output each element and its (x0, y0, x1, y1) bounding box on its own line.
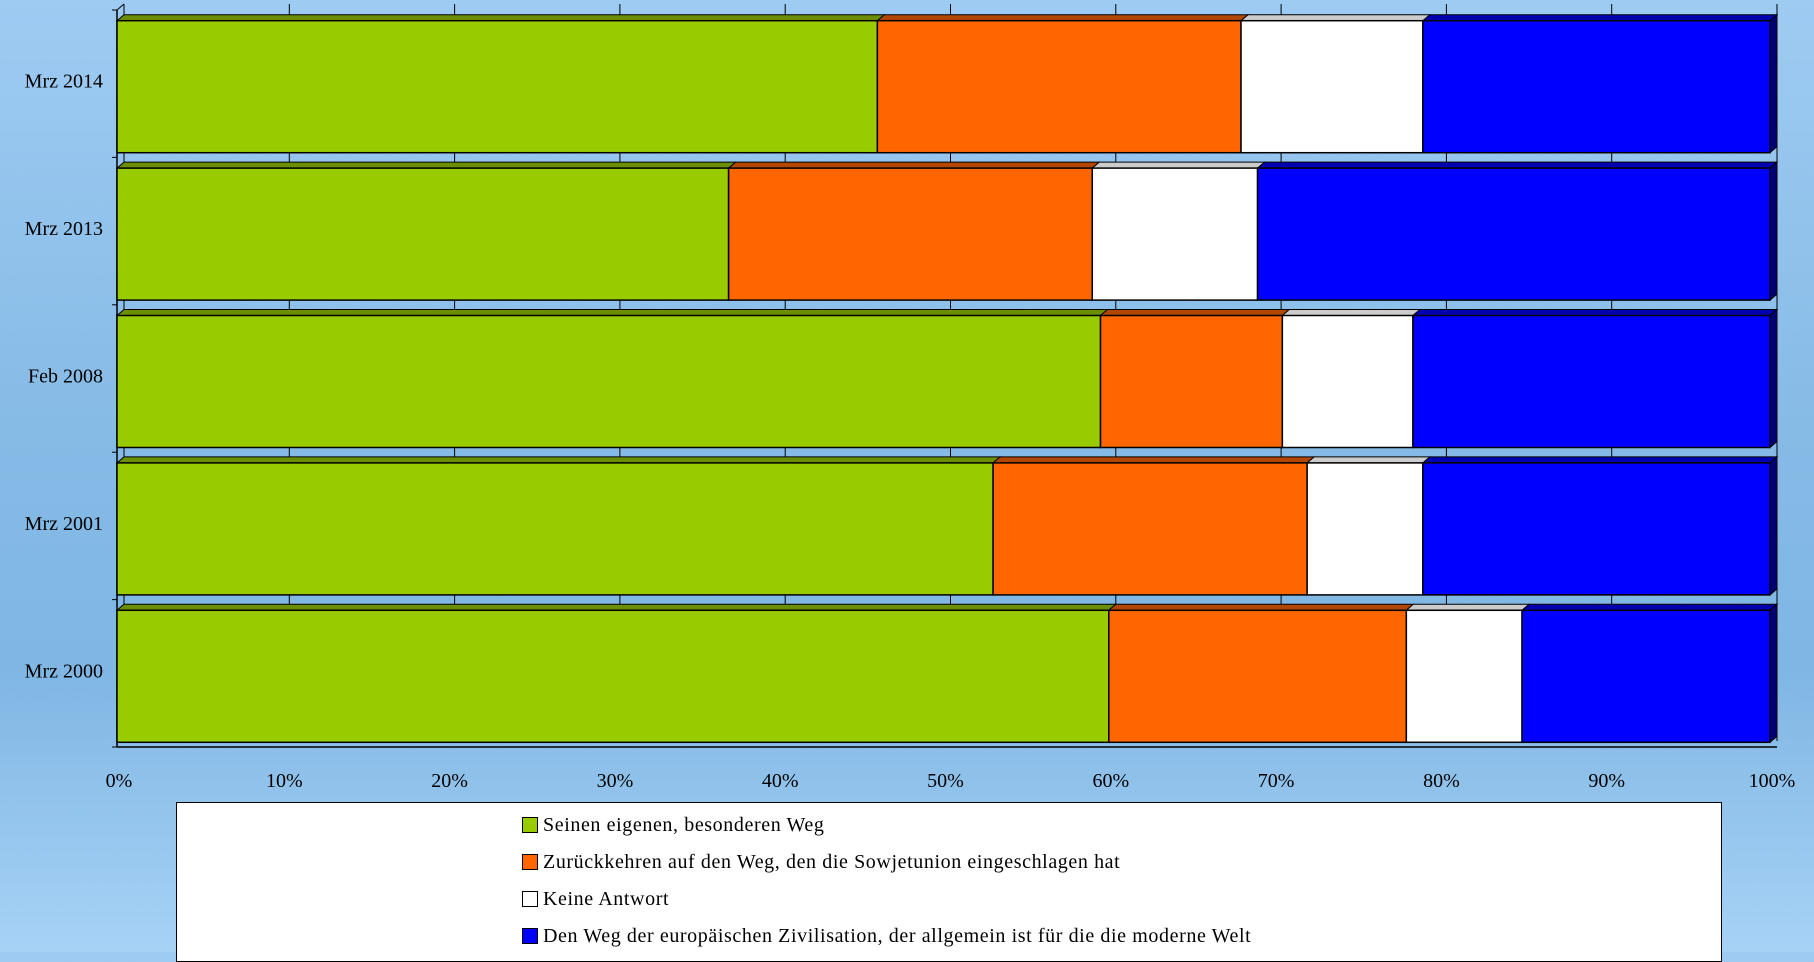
legend-swatch (522, 854, 538, 870)
legend-item: Seinen eigenen, besonderen Weg (522, 813, 825, 837)
bar-segment (1108, 609, 1408, 744)
bar-segment-top (1281, 309, 1422, 316)
bar-segment (1240, 19, 1424, 154)
bars (115, 13, 1779, 744)
legend-swatch (522, 928, 538, 944)
bar-segment (1412, 314, 1771, 449)
bar-segment-top (115, 14, 886, 22)
category-label: Mrz 2014 (25, 71, 103, 93)
bar-segment (1405, 609, 1523, 744)
legend-item: Den Weg der europäischen Zivilisation, d… (522, 924, 1251, 948)
bar-segment (116, 314, 1102, 449)
bar-segment-top (1090, 161, 1266, 169)
bar-segment (116, 19, 879, 154)
x-tick-label: 100% (1749, 770, 1796, 792)
bar-side (1769, 455, 1778, 596)
x-tick-label: 70% (1258, 770, 1295, 792)
bar-segment-top (115, 456, 1002, 464)
legend-label: Den Weg der europäischen Zivilisation, d… (543, 924, 1252, 947)
category-label: Feb 2008 (28, 366, 103, 388)
bar-segment (116, 167, 730, 301)
legend-label: Zurückkehren auf den Weg, den die Sowjet… (543, 850, 1121, 873)
x-tick-label: 30% (597, 770, 634, 792)
bar-side (1769, 13, 1778, 154)
legend-item: Zurückkehren auf den Weg, den die Sowjet… (522, 850, 1120, 874)
bar-segment-top (1305, 456, 1432, 464)
bar-segment-top (1404, 603, 1531, 611)
legend-label: Seinen eigenen, besonderen Weg (543, 813, 825, 836)
x-tick-label: 90% (1588, 770, 1625, 792)
y-axis-depth (116, 3, 125, 11)
bar-segment (1422, 19, 1771, 154)
bar-segment (876, 19, 1242, 154)
bar-segment-top (876, 14, 1250, 22)
bar-side (1769, 603, 1778, 744)
bar-segment-top (1107, 603, 1415, 611)
legend-label: Keine Antwort (543, 887, 670, 910)
bar-segment-top (1099, 309, 1291, 316)
x-tick-label: 50% (927, 770, 964, 792)
bar-segment (1306, 462, 1424, 596)
bar-segment-top (1256, 161, 1779, 169)
bar-segment-top (115, 603, 1118, 611)
bar-segment-top (115, 161, 737, 169)
bar-segment-top (1421, 14, 1779, 22)
x-tick-label: 60% (1092, 770, 1129, 792)
bar-segment (1091, 167, 1259, 301)
bar-segment-top (727, 161, 1101, 169)
bar-segment-top (115, 309, 1109, 316)
bar-segment (992, 462, 1308, 596)
x-tick-label: 40% (762, 770, 799, 792)
bar-segment (116, 609, 1110, 744)
legend: Seinen eigenen, besonderen Weg Zurückkeh… (176, 802, 1722, 962)
bar-segment (1281, 314, 1414, 449)
legend-item: Keine Antwort (522, 887, 669, 911)
bar-side (1769, 308, 1778, 449)
bar-segment (116, 462, 994, 596)
bar-segment-top (1411, 309, 1779, 316)
bar-segment (1521, 609, 1771, 744)
category-label: Mrz 2001 (25, 513, 103, 535)
bar-segment (1099, 314, 1284, 449)
category-label: Mrz 2013 (25, 218, 103, 240)
bar-segment-top (991, 456, 1316, 464)
legend-swatch (522, 817, 538, 833)
bar-segment (1256, 167, 1771, 301)
bar-segment (1422, 462, 1771, 596)
bar-segment-top (1421, 456, 1779, 464)
axis-labels: Mrz 2014 Mrz 2013 Feb 2008 Mrz 2001 Mrz 2000… (25, 71, 1796, 792)
category-label: Mrz 2000 (25, 660, 103, 682)
x-tick-label: 20% (431, 770, 468, 792)
legend-swatch (522, 891, 538, 907)
bar-side (1769, 161, 1778, 302)
bar-segment (727, 167, 1094, 301)
bar-segment-top (1239, 14, 1432, 22)
x-tick-label: 10% (266, 770, 303, 792)
x-tick-label: 0% (106, 770, 133, 792)
x-tick-label: 80% (1423, 770, 1460, 792)
bar-segment-top (1520, 603, 1779, 611)
